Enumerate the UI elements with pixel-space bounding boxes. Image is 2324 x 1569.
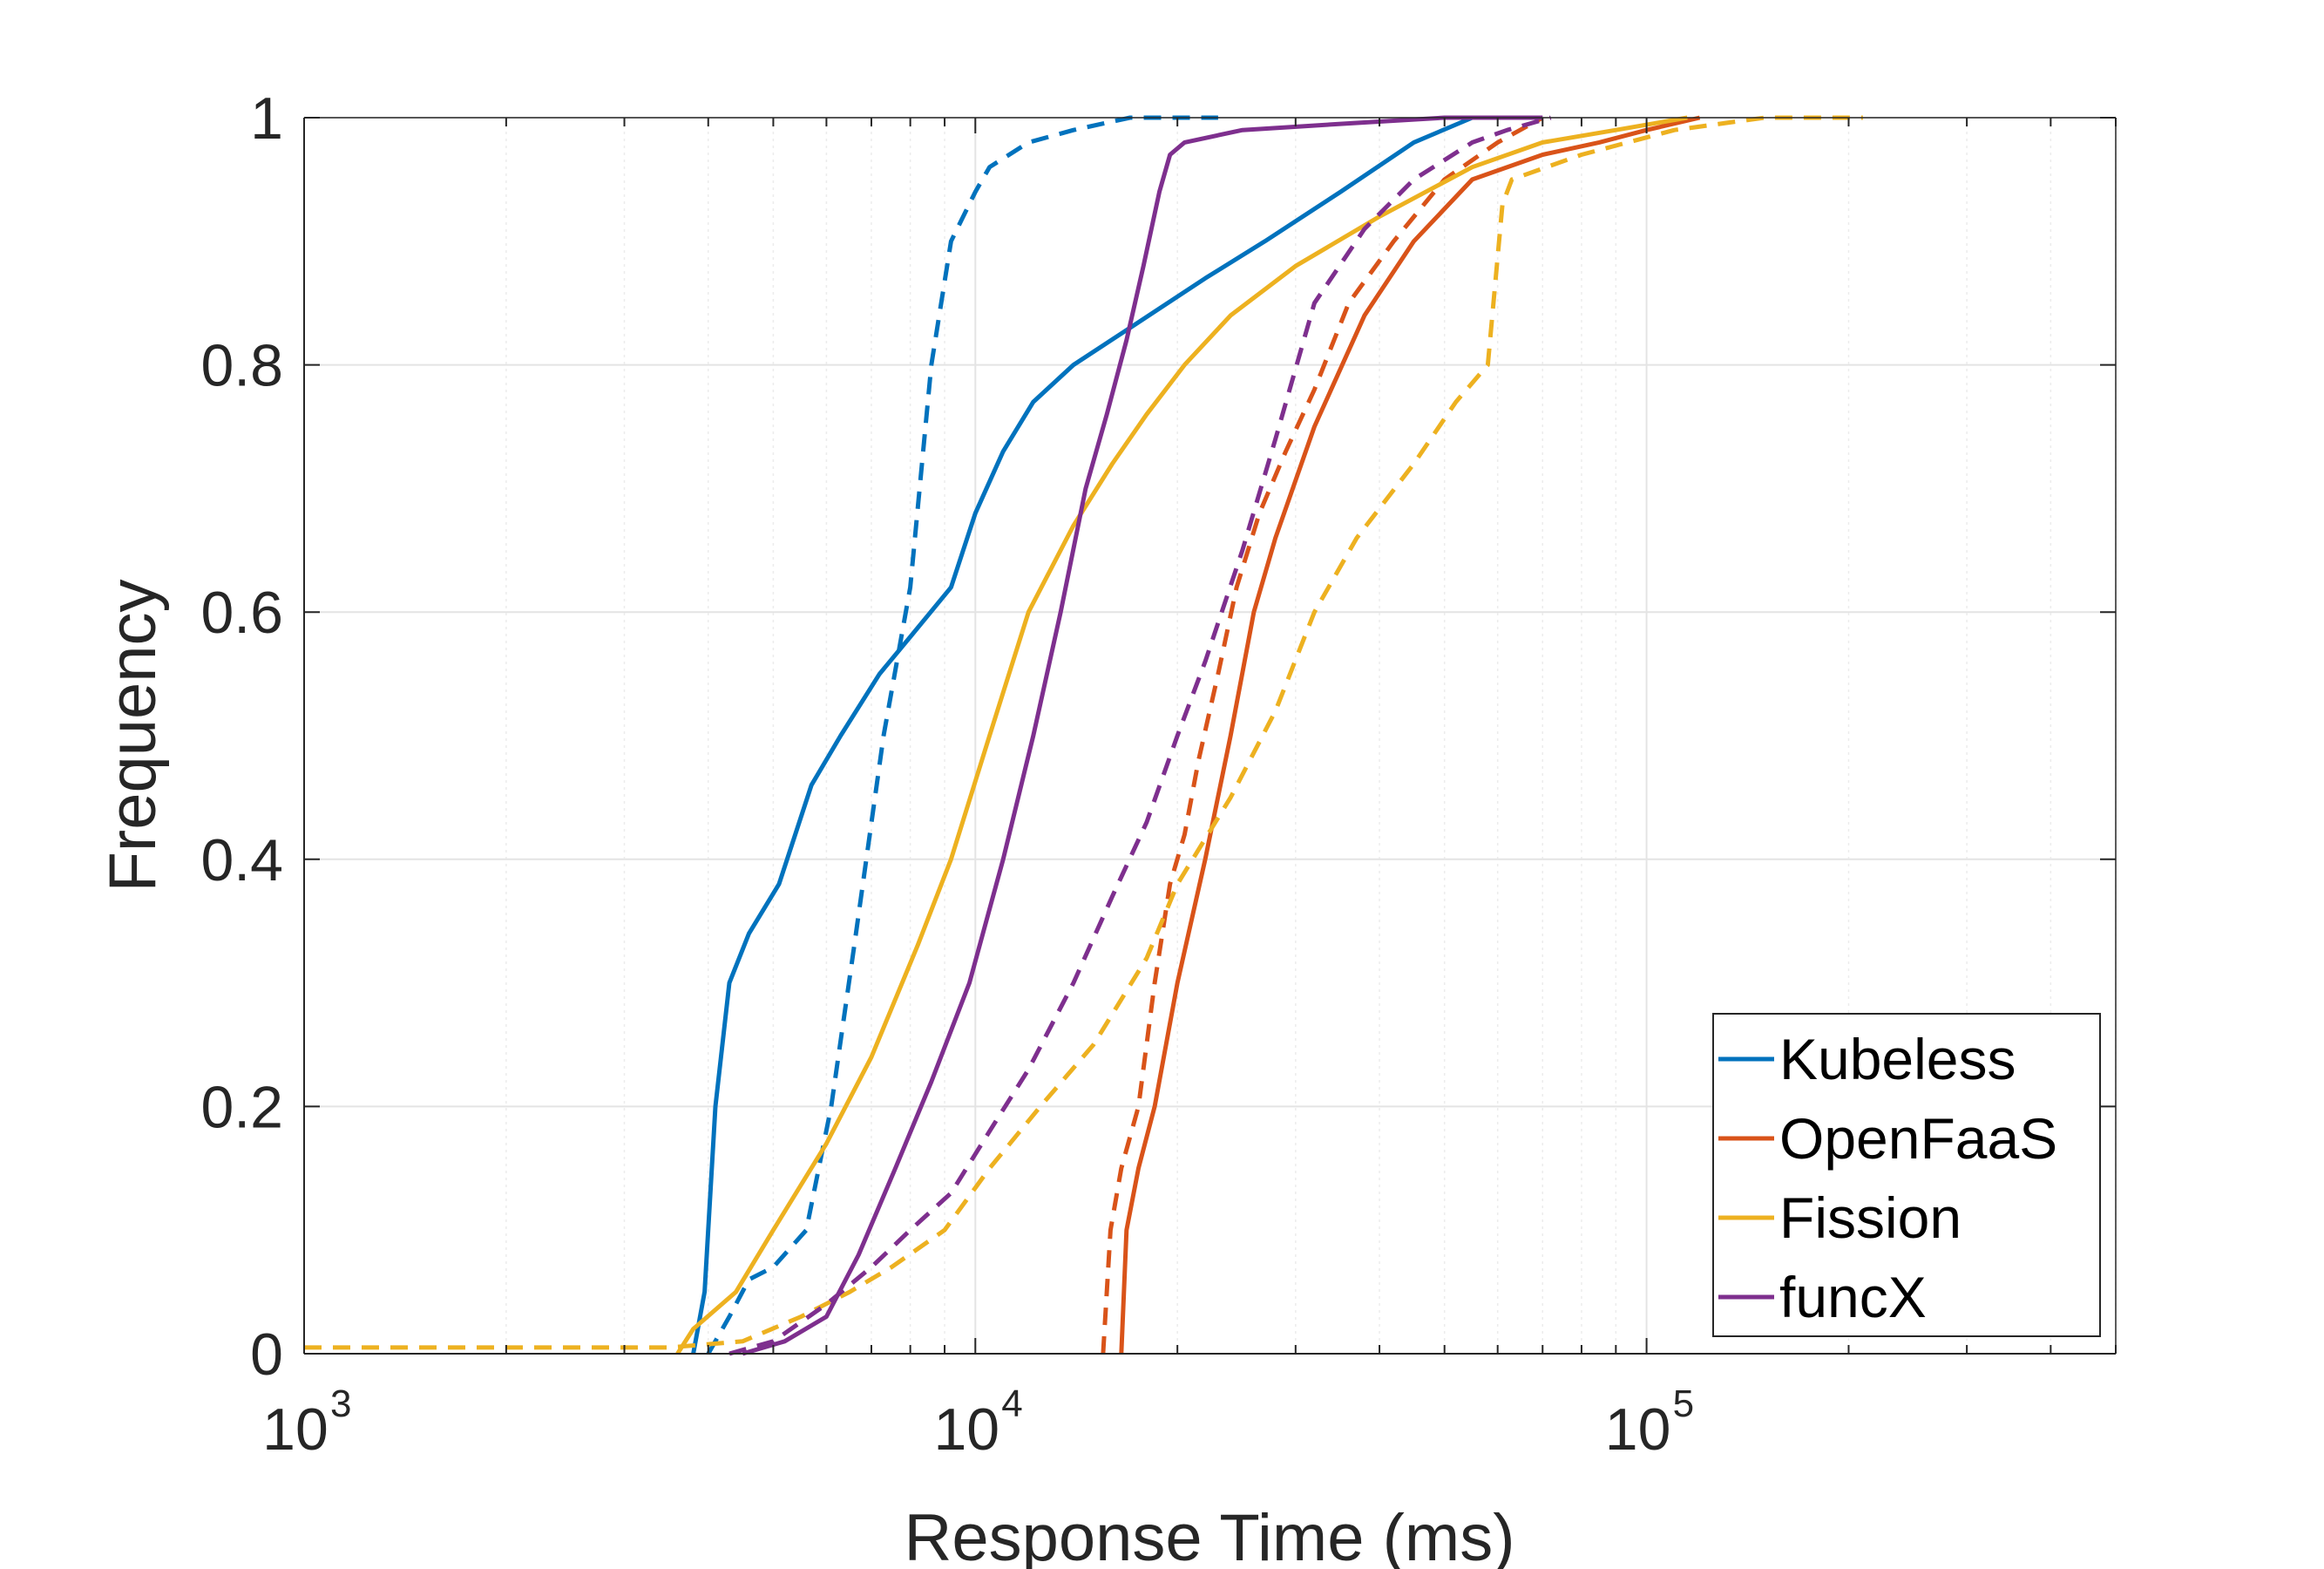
y-tick-label: 0.6 <box>200 580 283 646</box>
y-axis-title: Frequency <box>96 579 170 892</box>
y-tick-label: 1 <box>250 85 283 152</box>
legend-label-fission: Fission <box>1779 1185 1962 1250</box>
series-line-openfaas <box>1119 115 1701 1355</box>
series-line-funcx <box>742 115 1543 1356</box>
series-layer <box>304 115 1863 1356</box>
legend-label-kubeless: Kubeless <box>1779 1027 2016 1091</box>
y-tick-label: 0.4 <box>200 827 283 893</box>
x-tick-label-exponent: 3 <box>330 1382 351 1425</box>
series-line-openfaas-dashed <box>1101 115 1544 1355</box>
x-tick-label-exponent: 4 <box>1001 1382 1022 1425</box>
series-line-kubeless <box>691 115 1521 1355</box>
y-tick-label: 0 <box>250 1321 283 1388</box>
series-line-fission <box>675 115 1688 1355</box>
series-line-kubeless-dashed <box>706 115 1218 1355</box>
x-tick-label-exponent: 5 <box>1673 1382 1694 1425</box>
legend: Kubeless OpenFaaS Fission funcX <box>1712 1013 2101 1337</box>
x-tick-label: 10 <box>1605 1396 1671 1463</box>
x-axis-title: Response Time (ms) <box>904 1501 1514 1569</box>
legend-label-funcx: funcX <box>1779 1265 1927 1329</box>
legend-label-openfaas: OpenFaaS <box>1779 1106 2057 1171</box>
y-tick-label: 0.2 <box>200 1074 283 1140</box>
x-tick-label: 10 <box>933 1396 999 1463</box>
ticks <box>303 117 2117 1355</box>
legend-box <box>1712 1013 2101 1337</box>
y-tick-label: 0.8 <box>200 333 283 399</box>
axes-box <box>303 117 2117 1355</box>
series-line-fission-dashed <box>304 115 1863 1350</box>
x-tick-label: 10 <box>262 1396 329 1463</box>
series-line-funcx-dashed <box>728 115 1552 1356</box>
